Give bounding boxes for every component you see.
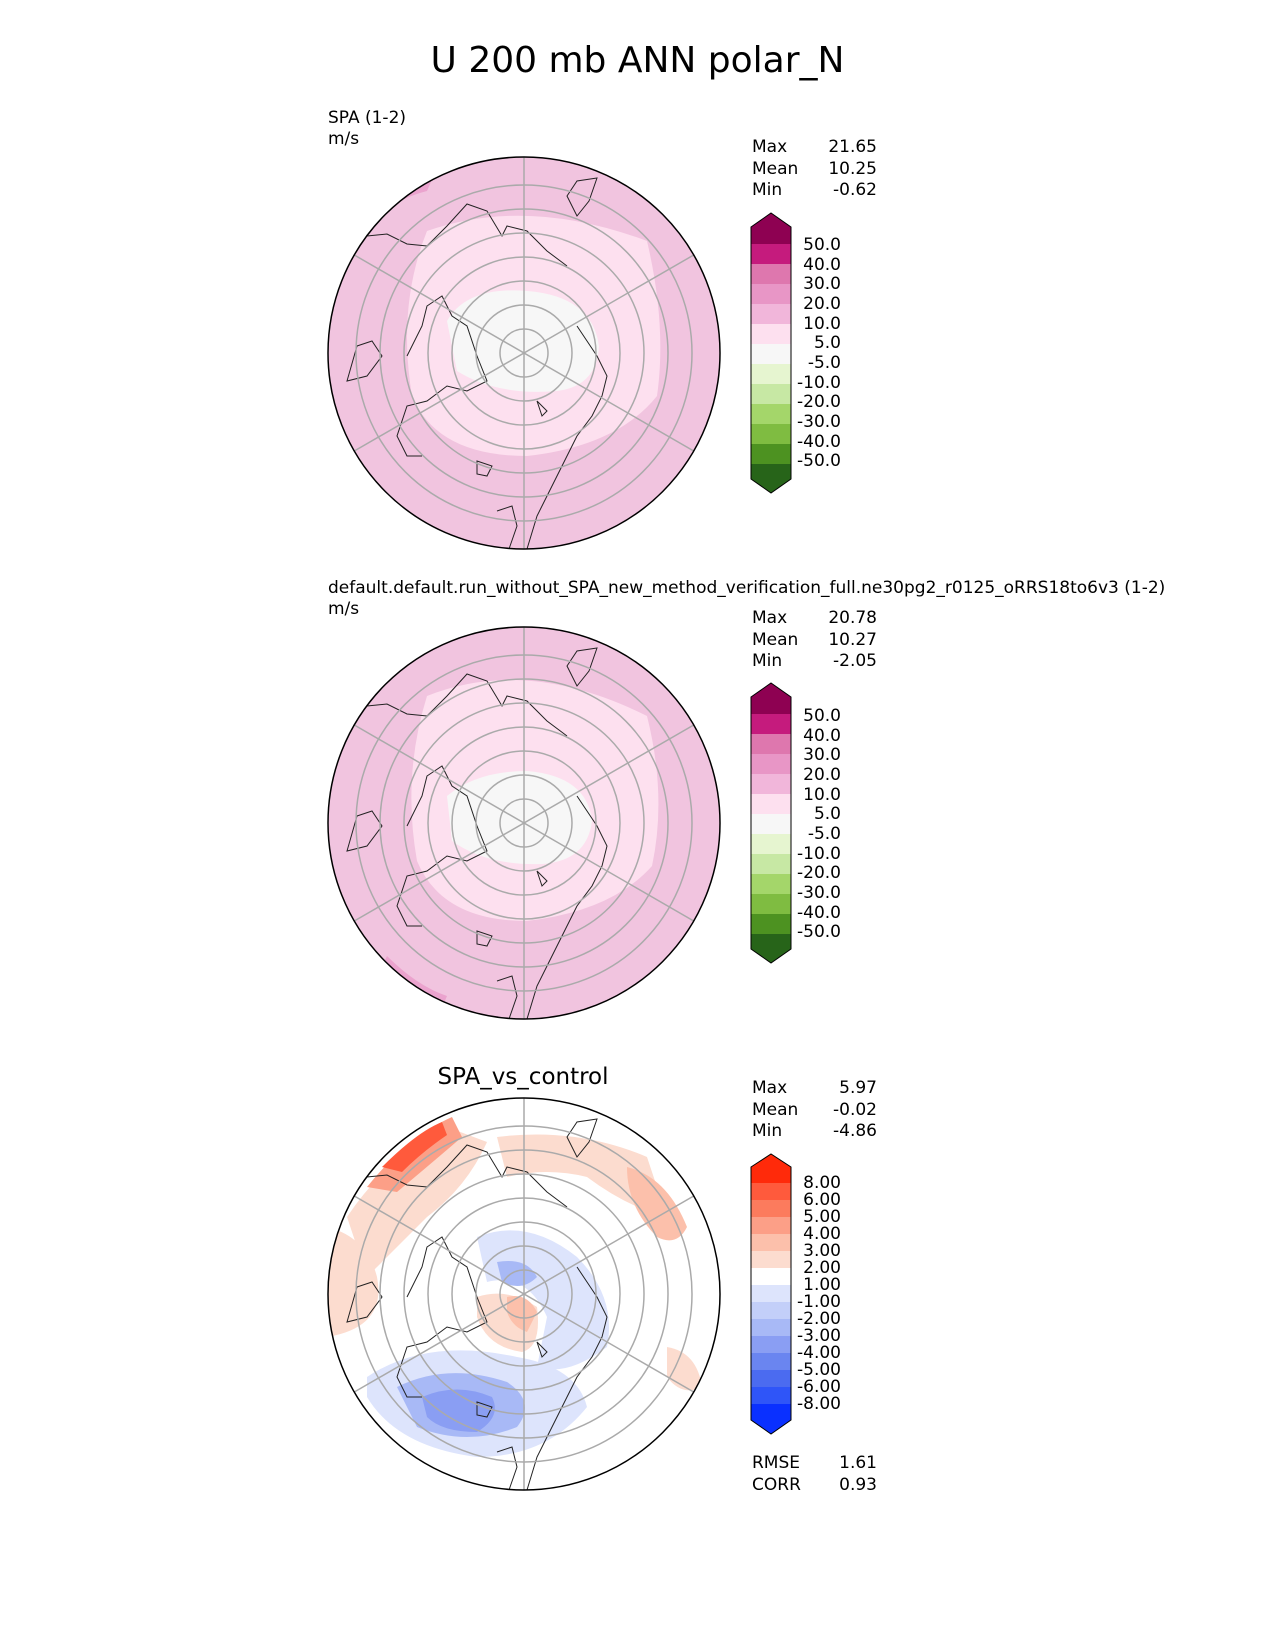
figure-title: U 200 mb ANN polar_N [430,40,845,81]
stat-max: Max 21.65 [752,137,877,157]
metric-corr: CORR 0.93 [752,1474,877,1495]
stat-mean: Mean -0.02 [752,1099,877,1120]
panel3-title: SPA_vs_control [437,1064,609,1090]
panel2-stats: Max 20.78 Mean 10.27 Min -2.05 [752,608,877,673]
stat-mean: Mean 10.27 [752,629,877,650]
stat-min: Min -2.05 [752,651,877,671]
stat-min: Min -4.86 [752,1121,877,1141]
panel1-polar-map [327,156,721,550]
panel1-units: m/s [328,129,360,149]
panel3-metrics: RMSE 1.61 CORR 0.93 [752,1453,877,1496]
panel1-colorbar [750,212,792,494]
panel3-stats: Max 5.97 Mean -0.02 Min -4.86 [752,1078,877,1143]
panel2-colorbar [750,682,792,964]
panel3-colorbar [750,1153,792,1435]
stat-max: Max 5.97 [752,1078,877,1098]
panel3-polar-map [327,1097,721,1491]
stat-min: Min -0.62 [752,180,877,200]
panel2-polar-map [327,626,721,1020]
stat-max: Max 20.78 [752,608,877,628]
panel1-label: SPA (1-2) [328,108,407,128]
metric-rmse: RMSE 1.61 [752,1453,877,1473]
panel1-stats: Max 21.65 Mean 10.25 Min -0.62 [752,137,877,202]
stat-mean: Mean 10.25 [752,158,877,179]
panel2-units: m/s [328,599,360,619]
panel2-label: default.default.run_without_SPA_new_meth… [328,578,1166,598]
